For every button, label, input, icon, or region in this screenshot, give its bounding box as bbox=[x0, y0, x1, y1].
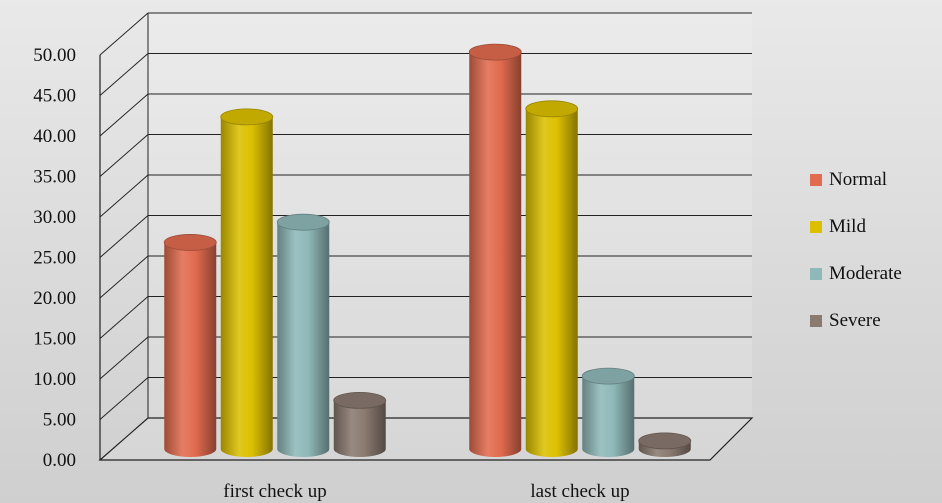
bar-normal-1 bbox=[164, 242, 217, 457]
gridline-diagonal bbox=[99, 296, 149, 339]
bar-top-mild-2 bbox=[525, 100, 579, 118]
y-tick-label: 30.00 bbox=[33, 207, 76, 228]
gridline-diagonal bbox=[99, 12, 149, 56]
y-tick-label: 20.00 bbox=[33, 288, 76, 309]
y-tick-label: 45.00 bbox=[33, 86, 76, 107]
y-tick-label: 0.00 bbox=[43, 450, 76, 471]
legend-swatch bbox=[810, 221, 822, 233]
gridline-diagonal bbox=[99, 336, 149, 380]
bar-severe-1 bbox=[333, 400, 386, 457]
bar-normal-2 bbox=[469, 52, 522, 457]
bar-top-severe-2 bbox=[638, 432, 692, 450]
bar-top-moderate-2 bbox=[581, 367, 635, 385]
gridline-diagonal bbox=[99, 174, 149, 218]
bar-top-mild-1 bbox=[220, 108, 274, 126]
legend-item-mild: Mild bbox=[810, 215, 902, 239]
legend-item-normal: Normal bbox=[810, 168, 902, 192]
gridline-diagonal bbox=[99, 93, 149, 137]
y-tick-label: 40.00 bbox=[33, 126, 76, 147]
legend-label: Normal bbox=[829, 169, 888, 190]
bar-top-normal-2 bbox=[468, 43, 522, 61]
legend-swatch bbox=[810, 268, 822, 280]
y-tick-label: 50.00 bbox=[33, 45, 76, 66]
y-tick-label: 15.00 bbox=[33, 329, 76, 350]
y-tick-label: 35.00 bbox=[33, 167, 76, 188]
bar-mild-1 bbox=[220, 116, 273, 458]
bar-top-moderate-1 bbox=[276, 213, 330, 231]
legend-item-severe: Severe bbox=[810, 309, 902, 333]
y-tick-label: 5.00 bbox=[43, 410, 76, 431]
legend-label: Mild bbox=[829, 216, 866, 237]
x-tick-label: first check up bbox=[223, 481, 326, 502]
gridline-diagonal bbox=[99, 215, 149, 258]
bar-top-normal-1 bbox=[163, 234, 217, 251]
chart-legend: Normal Mild Moderate Severe bbox=[810, 168, 902, 356]
bar-top-severe-1 bbox=[333, 391, 387, 409]
bar-mild-2 bbox=[525, 108, 578, 458]
legend-swatch bbox=[810, 174, 822, 186]
legend-label: Severe bbox=[829, 310, 881, 331]
gridline-diagonal bbox=[99, 255, 149, 299]
gridline-diagonal bbox=[99, 134, 149, 177]
y-tick-label: 10.00 bbox=[33, 369, 76, 390]
legend-swatch bbox=[810, 315, 822, 327]
y-tick-label: 25.00 bbox=[33, 248, 76, 269]
gridline-diagonal bbox=[99, 377, 149, 420]
gridline-diagonal bbox=[99, 53, 149, 96]
x-tick-label: last check up bbox=[530, 481, 629, 502]
legend-item-moderate: Moderate bbox=[810, 262, 902, 286]
legend-label: Moderate bbox=[829, 263, 902, 284]
bar-moderate-1 bbox=[277, 222, 330, 457]
bar-moderate-2 bbox=[582, 376, 635, 457]
